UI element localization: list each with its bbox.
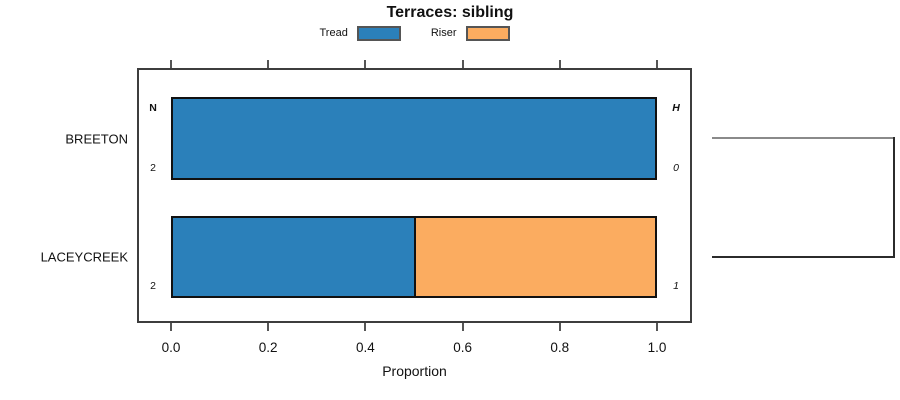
x-tick-bottom (267, 323, 270, 331)
x-tick-label: 0.8 (550, 340, 570, 355)
sibling-bracket-bottom-line (712, 256, 895, 258)
legend-swatch-icon (356, 25, 401, 41)
sibling-bracket-vertical-line (893, 137, 895, 258)
x-tick-top (461, 60, 464, 68)
chart-title: Terraces: sibling (386, 4, 514, 21)
sibling-bracket-top-line (712, 137, 895, 139)
x-tick-top (656, 60, 658, 68)
legend-item: Riser (430, 25, 510, 41)
n-value: 2 (150, 280, 156, 292)
x-tick-label: 1.0 (647, 340, 667, 355)
x-tick-bottom (558, 323, 561, 331)
bar-segment-tread (173, 99, 655, 178)
n-value: 2 (150, 162, 156, 174)
x-tick-bottom (364, 323, 367, 331)
x-tick-bottom (461, 323, 464, 331)
category-label: BREETON (65, 131, 128, 146)
bar-row (171, 216, 657, 298)
bar-row (171, 97, 657, 180)
x-tick-label: 0.2 (258, 340, 278, 355)
legend-label: Riser (430, 27, 457, 39)
x-tick-bottom (656, 323, 658, 331)
n-column-header: N (149, 102, 157, 114)
x-axis-title: Proportion (382, 363, 447, 379)
x-tick-label: 0.6 (453, 340, 472, 355)
x-tick-top (364, 60, 367, 68)
x-tick-label: 0.0 (161, 340, 181, 355)
category-label: LACEYCREEK (40, 249, 128, 265)
h-value: 0 (673, 162, 679, 174)
x-tick-top (267, 60, 270, 68)
legend-swatch-icon (465, 25, 510, 41)
h-column-header: H (672, 102, 680, 114)
bar-segment-tread (173, 218, 414, 296)
legend-label: Tread (319, 27, 348, 39)
x-tick-top (558, 60, 561, 68)
legend: Tread Riser (137, 23, 692, 43)
x-tick-top (170, 60, 172, 68)
x-tick-label: 0.4 (356, 340, 375, 355)
bar-segment-riser (414, 218, 655, 296)
legend-item: Tread (319, 25, 401, 41)
x-tick-bottom (170, 323, 172, 331)
h-value: 1 (673, 280, 679, 292)
